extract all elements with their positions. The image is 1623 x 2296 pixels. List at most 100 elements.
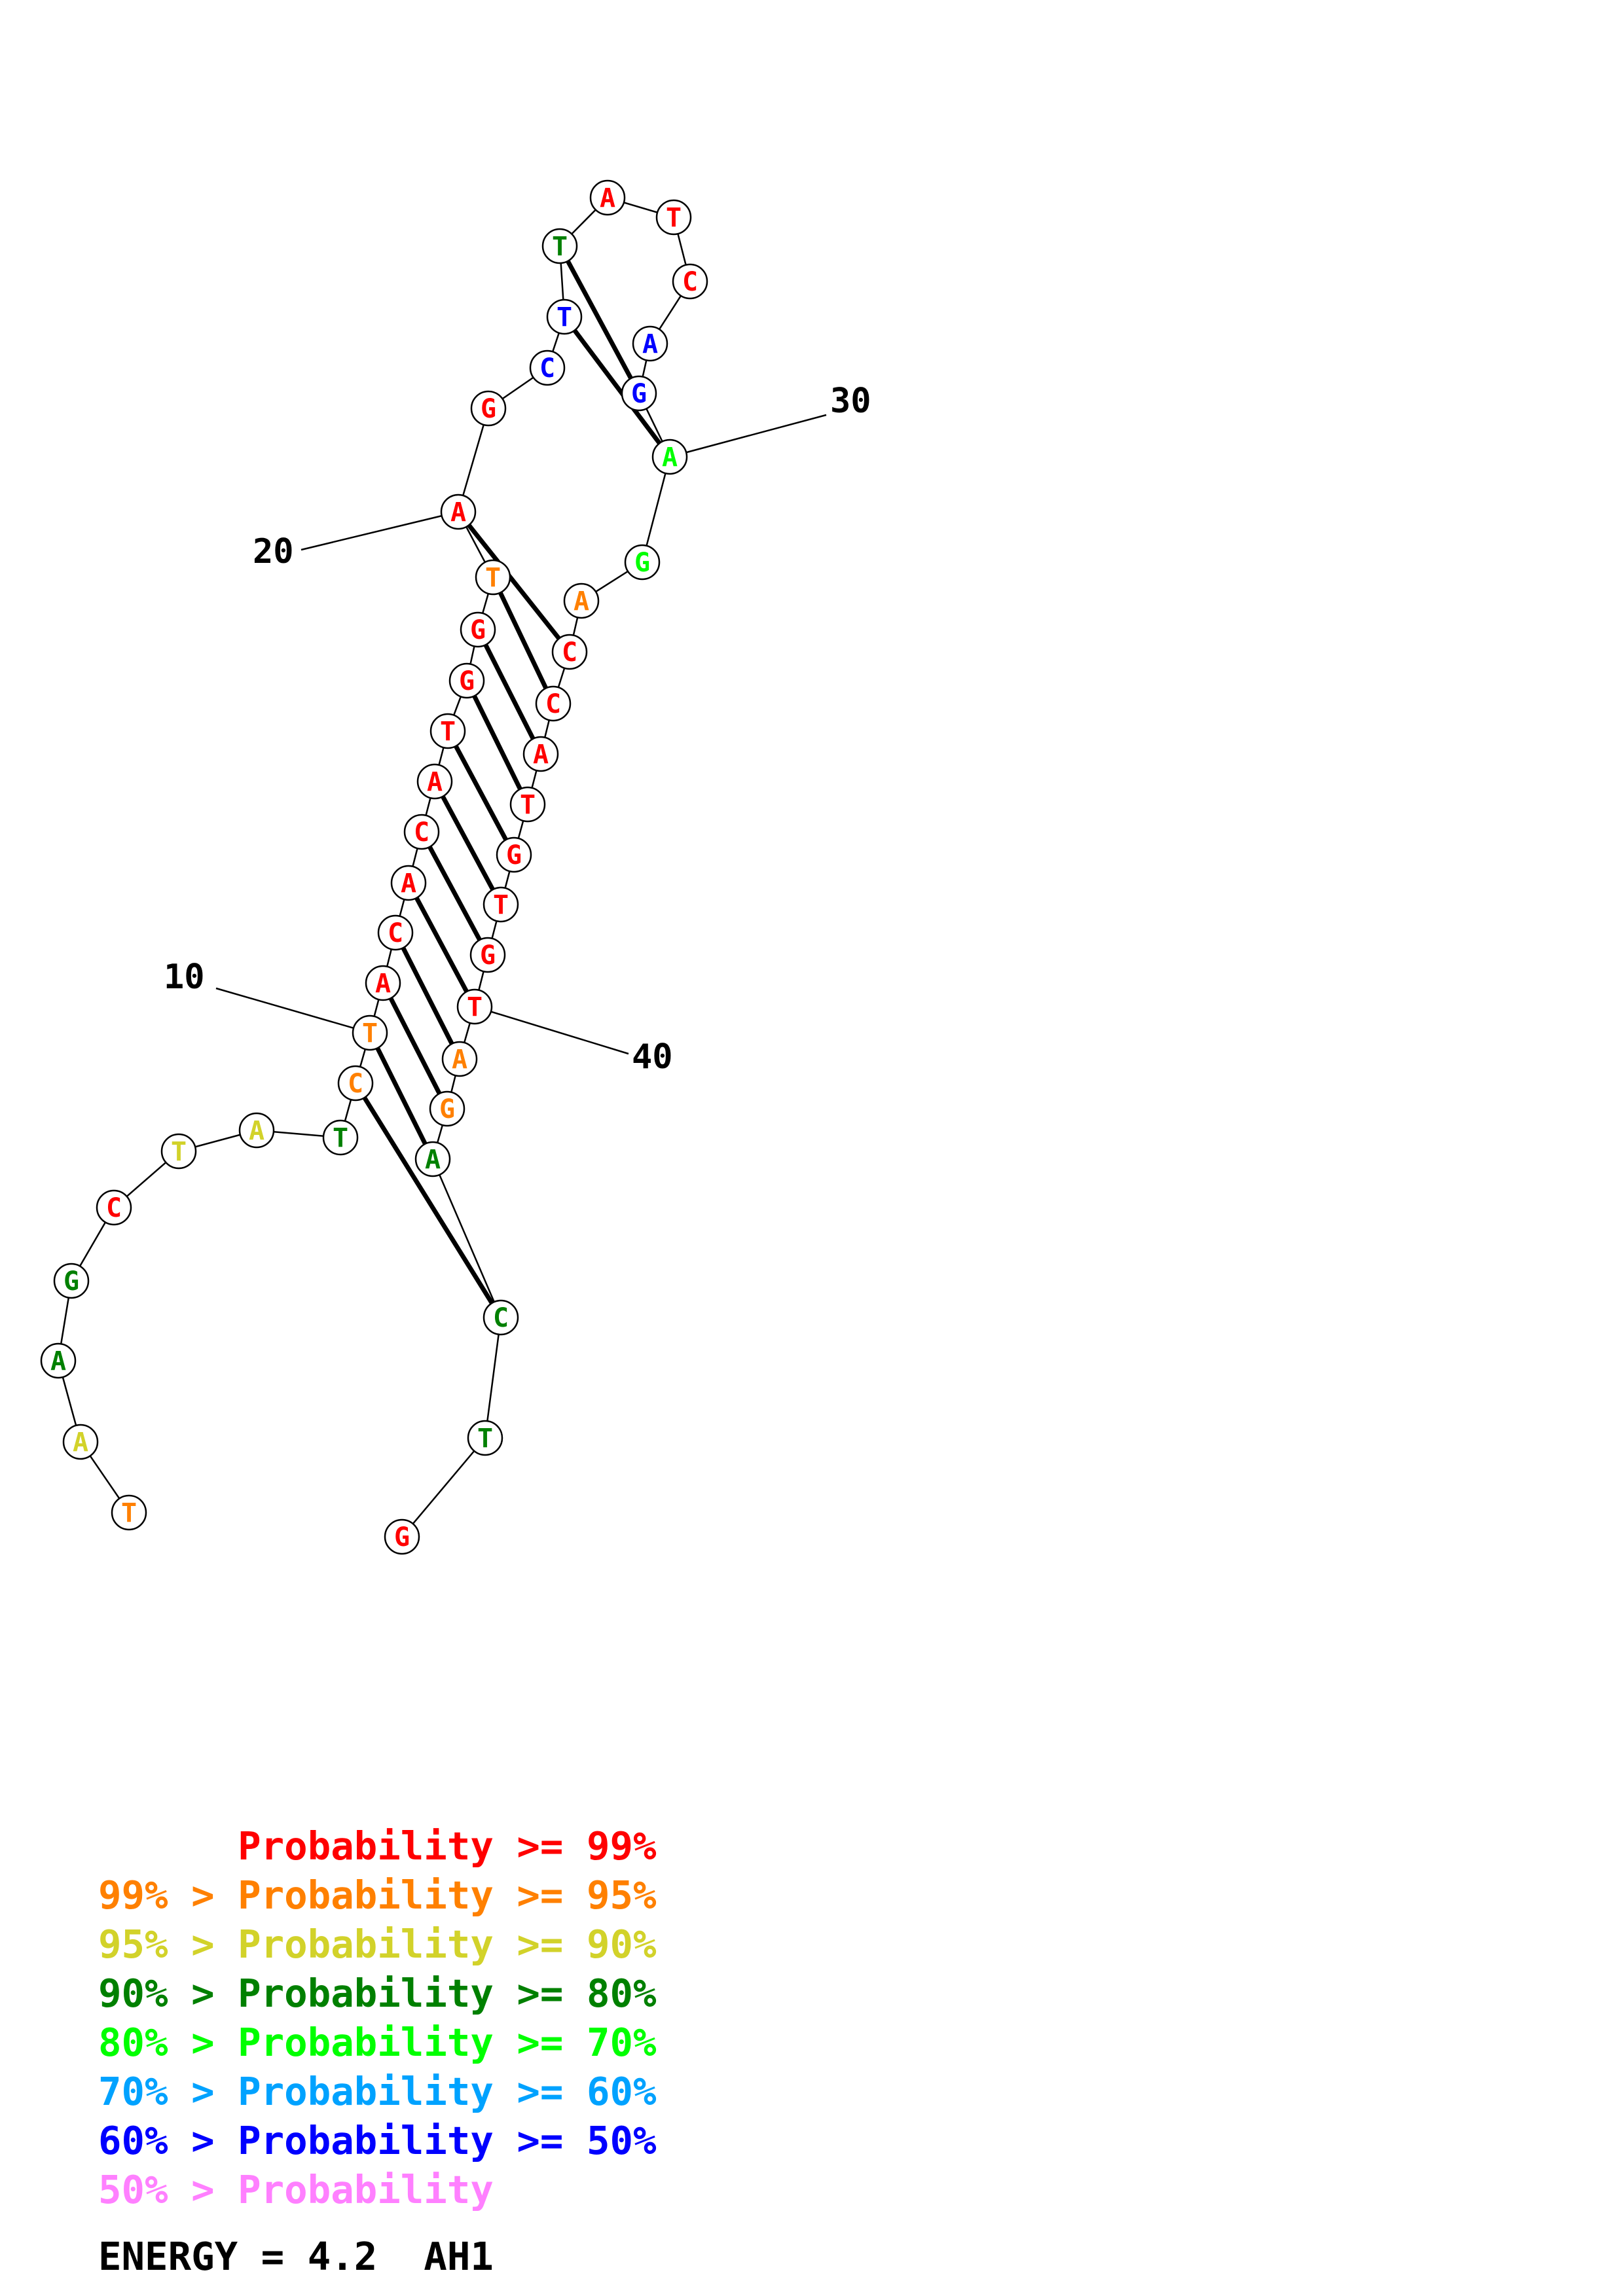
nucleotide-35: A [522,736,559,772]
nucleotide-circle [440,493,477,530]
legend-entry-2: 99% > Probability >= 95% [98,1873,657,1918]
nucleotide-33: C [551,634,588,670]
nucleotide-letter: G [480,941,496,971]
nucleotide-letter: C [414,817,429,848]
nucleotide-1: T [111,1494,147,1531]
nucleotide-letter: A [533,740,549,770]
nucleotide-letter: G [394,1522,410,1552]
nucleotide-circle [53,1263,90,1299]
nucleotide-15: A [416,763,453,800]
nucleotide-28: A [632,325,668,362]
nucleotide-circle [429,713,466,749]
nucleotide-letter: A [427,767,443,797]
nucleotide-9: C [337,1065,374,1102]
nucleotide-letter: T [666,203,682,233]
nucleotide-11: A [365,965,401,1001]
base-pair-bond [367,1031,435,1160]
nucleotide-13: A [390,865,427,901]
nucleotide-circle [456,988,493,1025]
nucleotide-circle [337,1065,374,1102]
nucleotide-letter: T [362,1018,378,1049]
nucleotide-16: T [429,713,466,749]
legend-entry-1: Probability >= 99% [98,1823,657,1869]
position-label-30: 30 [830,382,871,421]
nucleotide-39: G [469,937,506,973]
nucleotide-circle [467,1420,503,1456]
nucleotide-letter: A [642,329,658,359]
legend-entry-6: 70% > Probability >= 60% [98,2069,657,2114]
nucleotide-32: A [563,583,600,619]
nucleotide-37: G [496,836,532,873]
nucleotide-letter: C [388,918,403,948]
nucleotide-20: A [440,493,477,530]
nucleotide-circle [111,1494,147,1531]
nucleotide-circle [441,1041,478,1077]
nucleotide-45: T [467,1420,503,1456]
nucleotide-circle [238,1112,275,1149]
nucleotide-circle [160,1133,197,1170]
nucleotide-letter: T [477,1424,493,1454]
nucleotide-circle [624,544,661,581]
nucleotide-letter: A [452,1045,467,1075]
nucleotide-38: T [483,886,519,923]
backbone-path [57,196,691,1537]
nucleotide-circle [352,1014,388,1051]
nucleotide-36: T [509,786,546,823]
nucleotide-circle [541,228,578,264]
nucleotide-17: G [448,662,485,699]
nucleotide-letter: C [682,267,698,297]
nucleotide-letter: A [662,442,678,473]
nucleotide-circle [322,1119,359,1156]
nucleotide-circle [529,350,566,386]
nucleotide-7: A [238,1112,275,1149]
nucleotide-letter: C [106,1193,122,1223]
nucleotide-letter: G [481,394,496,424]
nucleotide-letter: T [493,890,509,920]
position-tick-30 [669,414,827,458]
nucleotide-6: T [160,1133,197,1170]
base-pair-bond [354,1082,503,1319]
nucleotide-circle [651,439,688,475]
base-pair-bond [393,931,462,1060]
nucleotide-circle [475,559,511,596]
position-tick-20 [301,511,459,551]
nucleotide-44: C [483,1299,519,1336]
nucleotide-letter: C [539,353,555,384]
nucleotide-circle [655,199,692,236]
legend-entry-7: 60% > Probability >= 50% [98,2118,657,2163]
position-label-40: 40 [632,1037,673,1077]
nucleotide-letter: T [552,232,568,262]
base-pair-bond [557,245,642,395]
nucleotide-letter: G [470,615,486,645]
nucleotide-31: G [624,544,661,581]
nucleotide-letter: G [631,379,647,409]
nucleotide-circle [546,298,583,335]
nucleotide-circle [469,937,506,973]
nucleotide-letter: T [171,1137,187,1167]
nucleotide-circle [522,736,559,772]
nucleotide-letter: A [600,183,615,213]
nucleotide-circle [365,965,401,1001]
nucleotide-5: C [96,1189,132,1226]
position-tick-10 [215,987,371,1034]
nucleotide-26: T [655,199,692,236]
base-pair-bond [490,576,556,705]
nucleotide-circle [429,1090,465,1127]
nucleotide-23: T [546,298,583,335]
nucleotide-circle [535,685,572,722]
nucleotide-circle [496,836,532,873]
nucleotide-34: C [535,685,572,722]
nucleotide-letter: A [50,1346,66,1376]
nucleotide-letter: A [249,1116,264,1146]
nucleotide-letter: T [520,790,536,820]
nucleotide-circle [96,1189,132,1226]
nucleotide-25: A [589,179,626,216]
legend-entry-4: 90% > Probability >= 80% [98,1971,657,2016]
nucleotide-letter: G [459,666,475,696]
nucleotide-circle [62,1424,99,1460]
nucleotide-circle [460,611,496,648]
nucleotide-40: T [456,988,493,1025]
nucleotide-circle [414,1141,451,1177]
nucleotide-letter: T [556,302,572,332]
